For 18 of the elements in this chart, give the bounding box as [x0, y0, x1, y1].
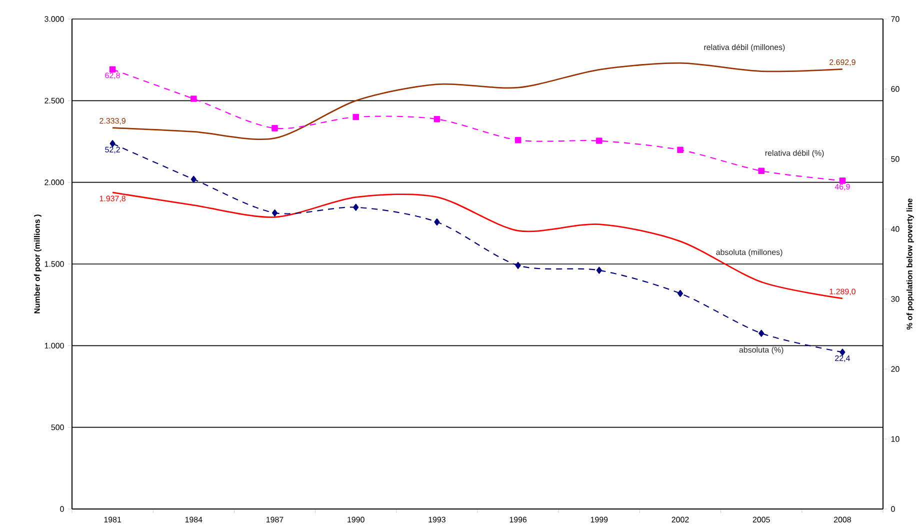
point	[758, 168, 764, 174]
point	[596, 138, 602, 144]
point	[677, 146, 684, 154]
point	[758, 330, 764, 337]
point	[190, 176, 196, 183]
point	[272, 125, 278, 132]
point	[352, 114, 359, 120]
point	[515, 262, 521, 269]
point	[514, 136, 522, 144]
point	[109, 66, 116, 73]
point	[434, 218, 440, 226]
point	[434, 116, 440, 122]
point	[353, 204, 359, 211]
point	[596, 266, 602, 274]
point	[272, 209, 278, 216]
point	[839, 178, 846, 184]
point	[677, 290, 684, 297]
point	[190, 96, 197, 102]
